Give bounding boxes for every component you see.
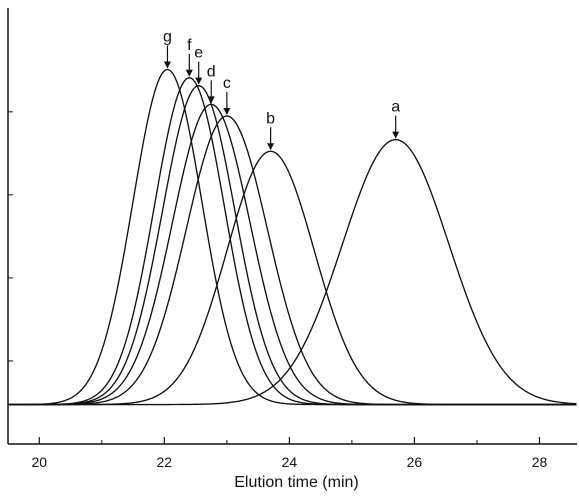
- x-axis-title: Elution time (min): [234, 474, 358, 491]
- peak-label-a: a: [391, 99, 400, 116]
- peak-arrowhead-g: [163, 61, 171, 69]
- peak-arrowhead-a: [392, 131, 400, 139]
- series-line-c: [8, 115, 577, 406]
- peak-label-c: c: [223, 75, 231, 92]
- series-line-d: [8, 103, 577, 406]
- peak-label-b: b: [266, 110, 275, 127]
- series-line-f: [8, 77, 577, 406]
- x-tick-label: 28: [532, 454, 548, 470]
- peak-arrowhead-f: [185, 69, 193, 77]
- peak-label-d: d: [207, 63, 216, 80]
- peak-arrowhead-e: [195, 77, 203, 85]
- x-tick-label: 24: [282, 454, 298, 470]
- x-tick-label: 26: [407, 454, 423, 470]
- peak-arrowhead-c: [223, 107, 231, 115]
- peak-label-f: f: [187, 37, 192, 54]
- x-tick-label: 20: [31, 454, 47, 470]
- series-line-g: [7, 68, 577, 406]
- peak-arrowhead-b: [267, 143, 275, 151]
- peak-label-g: g: [163, 28, 172, 45]
- series-line-b: [8, 150, 577, 406]
- x-tick-label: 22: [157, 454, 173, 470]
- peak-label-e: e: [194, 45, 203, 62]
- series-line-e: [8, 85, 577, 406]
